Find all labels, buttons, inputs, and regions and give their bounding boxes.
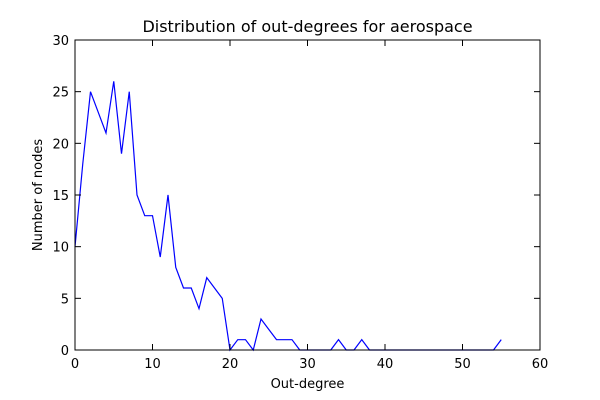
x-tick-label: 50 — [454, 357, 471, 372]
x-tick-label: 40 — [377, 357, 394, 372]
plot-frame — [74, 39, 541, 351]
y-tick-label: 20 — [52, 137, 69, 152]
y-tick-label: 25 — [52, 86, 69, 101]
x-tick-label: 20 — [222, 357, 239, 372]
y-axis-label: Number of nodes — [31, 139, 46, 251]
y-tick-label: 30 — [52, 34, 69, 49]
plot-area — [74, 39, 541, 352]
x-tick-label: 60 — [532, 357, 549, 372]
y-axis: 0 5 10 15 20 25 30 — [52, 34, 540, 359]
y-tick-label: 5 — [61, 292, 69, 307]
chart-title: Distribution of out-degrees for aerospac… — [142, 17, 472, 36]
x-tick-label: 30 — [299, 357, 316, 372]
x-axis: 0 10 20 30 40 50 60 — [71, 40, 548, 372]
y-tick-label: 0 — [61, 344, 69, 359]
x-tick-label: 0 — [71, 357, 79, 372]
series-line — [74, 81, 502, 352]
x-axis-label: Out-degree — [271, 377, 345, 392]
y-tick-label: 15 — [52, 189, 69, 204]
x-tick-label: 10 — [144, 357, 161, 372]
y-tick-label: 10 — [52, 241, 69, 256]
